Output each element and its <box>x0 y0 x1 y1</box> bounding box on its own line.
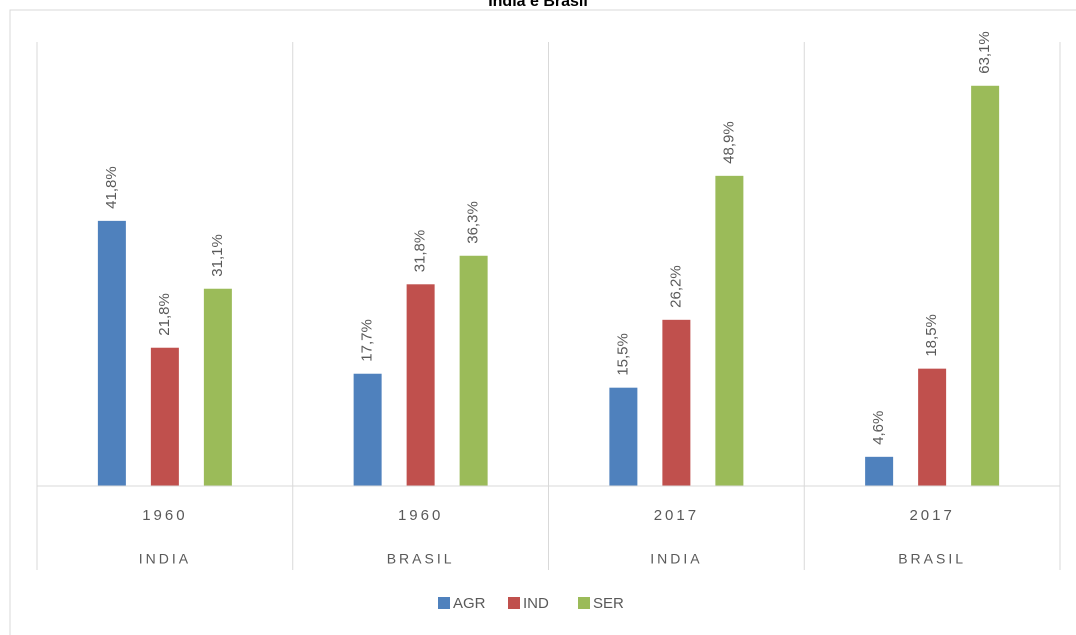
bar <box>203 288 232 486</box>
bar <box>97 220 126 486</box>
data-label: 18,5% <box>923 314 940 357</box>
x-group-label: BRASIL <box>898 551 966 567</box>
bar <box>353 373 382 486</box>
bar <box>715 175 744 486</box>
bar <box>459 255 488 486</box>
data-label: 36,3% <box>465 201 482 244</box>
data-label: 31,8% <box>412 230 429 273</box>
bar <box>918 368 947 486</box>
legend-swatch <box>578 597 590 609</box>
data-label: 15,5% <box>614 333 631 376</box>
x-tick-label: 1960 <box>398 507 443 524</box>
legend-swatch <box>438 597 450 609</box>
x-group-label: INDIA <box>139 551 191 567</box>
data-label: 17,7% <box>359 319 376 362</box>
data-label: 63,1% <box>976 31 993 74</box>
chart-title: India e Brasil <box>488 0 588 10</box>
x-group-label: INDIA <box>650 551 702 567</box>
bar <box>609 387 638 486</box>
data-label: 31,1% <box>209 234 226 277</box>
x-tick-label: 2017 <box>654 507 699 524</box>
data-label: 48,9% <box>720 121 737 164</box>
bar <box>662 319 691 486</box>
x-tick-label: 1960 <box>142 507 187 524</box>
bar <box>865 456 894 486</box>
data-label: 41,8% <box>103 166 120 209</box>
legend-label: AGR <box>453 595 486 612</box>
chart-border <box>9 9 1076 635</box>
data-label: 4,6% <box>870 411 887 445</box>
legend-label: SER <box>593 595 624 612</box>
x-tick-label: 2017 <box>909 507 954 524</box>
bar <box>406 284 435 486</box>
bar <box>150 347 179 486</box>
data-label: 21,8% <box>156 293 173 336</box>
bar <box>971 85 1000 486</box>
legend-swatch <box>508 597 520 609</box>
x-group-label: BRASIL <box>387 551 455 567</box>
data-label: 26,2% <box>667 265 684 308</box>
legend-label: IND <box>523 595 549 612</box>
